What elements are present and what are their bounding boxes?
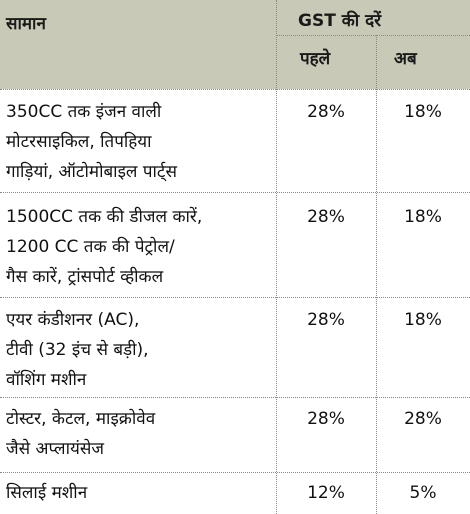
rate-now: 18% [404,310,442,330]
rate-before: 28% [307,310,345,330]
table-header: सामान GST की दरें पहले अब [0,0,470,89]
row-divider [0,397,470,398]
header-before: पहले [300,49,331,69]
rate-now: 28% [404,409,442,429]
rate-now: 18% [404,102,442,122]
table-row: 350CC तक इंजन वाली मोटरसाइकिल, तिपहिया ग… [0,89,470,192]
header-item: सामान [6,14,46,34]
table-row: टोस्टर, केटल, माइक्रोवेव जैसे अप्लायंसेज… [0,397,470,472]
row-item: एयर कंडीशनर (AC), टीवी (32 इंच से बड़ी),… [6,310,149,390]
row-item: सिलाई मशीन [6,483,88,503]
column-divider [276,0,277,514]
rate-before: 28% [307,409,345,429]
header-now: अब [394,49,417,69]
row-divider [0,89,470,90]
table-row: सिलाई मशीन 12% 5% [0,472,470,514]
rate-before: 28% [307,207,345,227]
rate-before: 28% [307,102,345,122]
row-divider [0,472,470,473]
row-item: 1500CC तक की डीजल कारें, 1200 CC तक की प… [6,207,203,287]
column-divider [376,35,377,514]
row-item: टोस्टर, केटल, माइक्रोवेव जैसे अप्लायंसेज [6,409,156,459]
header-gst-rates: GST की दरें [298,11,382,31]
table-row: 1500CC तक की डीजल कारें, 1200 CC तक की प… [0,192,470,297]
row-divider [276,35,470,36]
row-divider [0,192,470,193]
rate-now: 5% [409,483,437,503]
rate-before: 12% [307,483,345,503]
row-divider [0,297,470,298]
rate-now: 18% [404,207,442,227]
row-item: 350CC तक इंजन वाली मोटरसाइकिल, तिपहिया ग… [6,102,177,182]
table-row: एयर कंडीशनर (AC), टीवी (32 इंच से बड़ी),… [0,297,470,397]
